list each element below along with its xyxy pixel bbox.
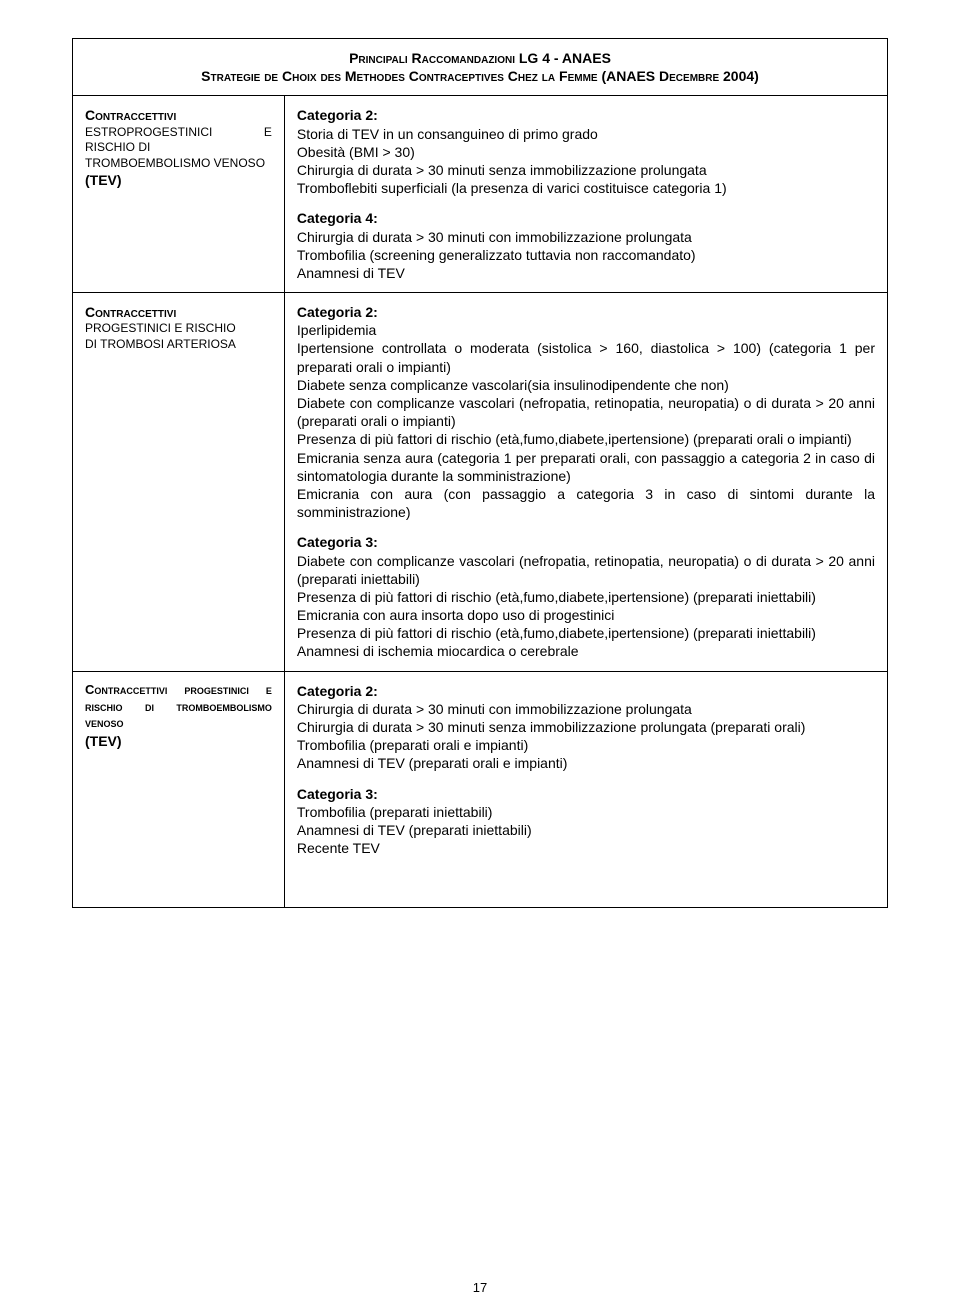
category-line: Trombofilia (preparati orali e impianti)	[297, 736, 875, 754]
row-right: Categoria 2: Iperlipidemia Ipertensione …	[284, 293, 887, 672]
left-combined: Contraccettivi progestinici e rischio di…	[85, 682, 272, 733]
category-line: Anamnesi di ischemia miocardica o cerebr…	[297, 642, 875, 660]
left-tag: (TEV)	[85, 733, 122, 749]
category-block: Categoria 2: Chirurgia di durata > 30 mi…	[297, 682, 875, 773]
category-line: Tromboflebiti superficiali (la presenza …	[297, 179, 875, 197]
category-line: Obesità (BMI > 30)	[297, 143, 875, 161]
header-line-2: Strategie de Choix des Methodes Contrace…	[81, 67, 879, 85]
category-line: Chirurgia di durata > 30 minuti con immo…	[297, 228, 875, 246]
header-line-1: Principali Raccomandazioni LG 4 - ANAES	[81, 49, 879, 67]
table-row: Contraccettivi progestinici e rischio di…	[73, 671, 888, 908]
category-label: Categoria 4:	[297, 209, 875, 227]
left-tag: (TEV)	[85, 172, 122, 188]
category-line: Storia di TEV in un consanguineo di prim…	[297, 125, 875, 143]
category-label: Categoria 2:	[297, 303, 875, 321]
category-line: Recente TEV	[297, 839, 875, 857]
recommendations-table: Contraccettivi ESTROPROGESTINICI E RISCH…	[72, 95, 888, 908]
category-line: Presenza di più fattori di rischio (età,…	[297, 624, 875, 642]
row-left: Contraccettivi ESTROPROGESTINICI E RISCH…	[73, 96, 285, 293]
category-line: Iperlipidemia	[297, 321, 875, 339]
left-sub1: PROGESTINICI E RISCHIO	[85, 321, 272, 337]
left-title: Contraccettivi	[85, 303, 272, 321]
category-line: Trombofilia (screening generalizzato tut…	[297, 246, 875, 264]
category-line: Trombofilia (preparati iniettabili)	[297, 803, 875, 821]
category-line: Anamnesi di TEV (preparati orali e impia…	[297, 754, 875, 772]
category-line: Ipertensione controllata o moderata (sis…	[297, 339, 875, 375]
row-right: Categoria 2: Chirurgia di durata > 30 mi…	[284, 671, 887, 908]
category-line: Presenza di più fattori di rischio (età,…	[297, 430, 875, 448]
row-right: Categoria 2: Storia di TEV in un consang…	[284, 96, 887, 293]
page-number: 17	[473, 1280, 487, 1297]
category-line: Diabete con complicanze vascolari (nefro…	[297, 552, 875, 588]
category-line: Anamnesi di TEV	[297, 264, 875, 282]
document-header: Principali Raccomandazioni LG 4 - ANAES …	[72, 38, 888, 95]
category-label: Categoria 3:	[297, 785, 875, 803]
category-line: Presenza di più fattori di rischio (età,…	[297, 588, 875, 606]
category-line: Emicrania con aura insorta dopo uso di p…	[297, 606, 875, 624]
table-row: Contraccettivi ESTROPROGESTINICI E RISCH…	[73, 96, 888, 293]
left-title: Contraccettivi	[85, 106, 272, 124]
category-label: Categoria 2:	[297, 106, 875, 124]
category-line: Diabete con complicanze vascolari (nefro…	[297, 394, 875, 430]
row-left: Contraccettivi progestinici e rischio di…	[73, 671, 285, 908]
category-label: Categoria 3:	[297, 533, 875, 551]
category-block: Categoria 2: Storia di TEV in un consang…	[297, 106, 875, 197]
left-sub2: DI TROMBOSI ARTERIOSA	[85, 337, 272, 353]
category-block: Categoria 3: Trombofilia (preparati inie…	[297, 785, 875, 858]
category-line: Diabete senza complicanze vascolari(sia …	[297, 376, 875, 394]
row-left: Contraccettivi PROGESTINICI E RISCHIO DI…	[73, 293, 285, 672]
category-line: Chirurgia di durata > 30 minuti senza im…	[297, 161, 875, 179]
category-block: Categoria 4: Chirurgia di durata > 30 mi…	[297, 209, 875, 282]
left-sub1: ESTROPROGESTINICI E RISCHIO DI	[85, 125, 272, 156]
category-line: Chirurgia di durata > 30 minuti senza im…	[297, 718, 875, 736]
category-block: Categoria 3: Diabete con complicanze vas…	[297, 533, 875, 660]
left-sub2: TROMBOEMBOLISMO VENOSO	[85, 156, 272, 172]
table-row: Contraccettivi PROGESTINICI E RISCHIO DI…	[73, 293, 888, 672]
category-line: Emicrania con aura (con passaggio a cate…	[297, 485, 875, 521]
category-line: Chirurgia di durata > 30 minuti con immo…	[297, 700, 875, 718]
category-line: Emicrania senza aura (categoria 1 per pr…	[297, 449, 875, 485]
category-line: Anamnesi di TEV (preparati iniettabili)	[297, 821, 875, 839]
category-block: Categoria 2: Iperlipidemia Ipertensione …	[297, 303, 875, 521]
category-label: Categoria 2:	[297, 682, 875, 700]
